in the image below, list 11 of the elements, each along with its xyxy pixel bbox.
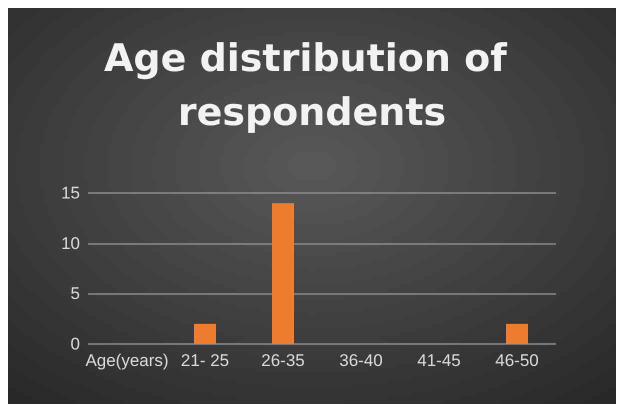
x-tick-label: 26-35 (261, 351, 305, 370)
y-tick-label: 10 (61, 234, 80, 253)
chart-title: Age distribution of respondents (104, 36, 520, 134)
y-tick-label: 15 (61, 184, 80, 202)
x-tick-label: 46-50 (495, 351, 539, 370)
x-tick-label: 21- 25 (180, 351, 230, 370)
x-tick-label: 41-45 (417, 351, 461, 370)
x-tick-label: 36-40 (339, 351, 383, 370)
y-tick-label: 5 (70, 284, 80, 304)
y-tick-label: 0 (70, 334, 80, 354)
x-tick-label: Age(years) (85, 351, 169, 370)
